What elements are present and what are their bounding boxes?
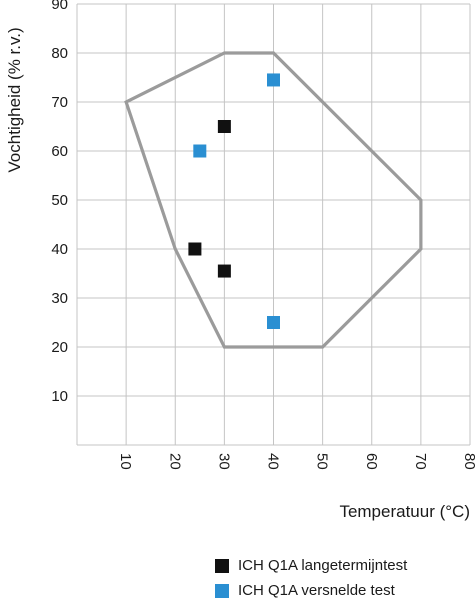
y-tick-30: 30 (51, 290, 68, 307)
y-tick-90: 90 (51, 0, 68, 13)
y-tick-20: 20 (51, 339, 68, 356)
x-tick-20: 20 (166, 453, 183, 470)
x-tick-70: 70 (412, 453, 429, 470)
x-tick-10: 10 (117, 453, 134, 470)
y-tick-80: 80 (51, 45, 68, 62)
legend-item-accelerated: ICH Q1A versnelde test (215, 578, 407, 603)
data-point-series1-0 (267, 73, 280, 87)
y-tick-50: 50 (51, 192, 68, 209)
y-tick-60: 60 (51, 143, 68, 160)
x-tick-80: 80 (461, 453, 476, 470)
data-point-series0-1 (188, 242, 202, 256)
grid (76, 3, 471, 446)
x-tick-50: 50 (314, 453, 331, 470)
y-tick-10: 10 (51, 388, 68, 405)
legend-label-longterm: ICH Q1A langetermijntest (238, 557, 408, 574)
x-axis-label: Temperatuur (°C) (339, 502, 470, 521)
data-point-series1-2 (267, 316, 280, 329)
data-point-series0-2 (217, 264, 231, 278)
legend-swatch-accelerated (215, 583, 229, 598)
y-tick-70: 70 (51, 94, 68, 111)
x-tick-30: 30 (215, 453, 232, 470)
region-polygon (124, 51, 423, 349)
data-point-series1-1 (193, 144, 207, 158)
x-tick-60: 60 (363, 453, 380, 470)
y-tick-40: 40 (51, 241, 68, 258)
y-axis-label: Vochtigheid (% r.v.) (5, 27, 24, 172)
x-tick-40: 40 (265, 453, 282, 470)
points-layer (188, 73, 280, 329)
legend-swatch-longterm (215, 558, 229, 573)
y-ticks: 10 20 30 40 50 60 70 80 90 (51, 0, 68, 405)
legend: ICH Q1A langetermijntest ICH Q1A versnel… (215, 553, 407, 603)
legend-item-longterm: ICH Q1A langetermijntest (215, 553, 407, 578)
region-layer (124, 51, 423, 349)
data-point-series0-0 (217, 120, 231, 133)
legend-label-accelerated: ICH Q1A versnelde test (238, 582, 395, 599)
x-ticks: 10 20 30 40 50 60 70 80 (117, 453, 476, 470)
